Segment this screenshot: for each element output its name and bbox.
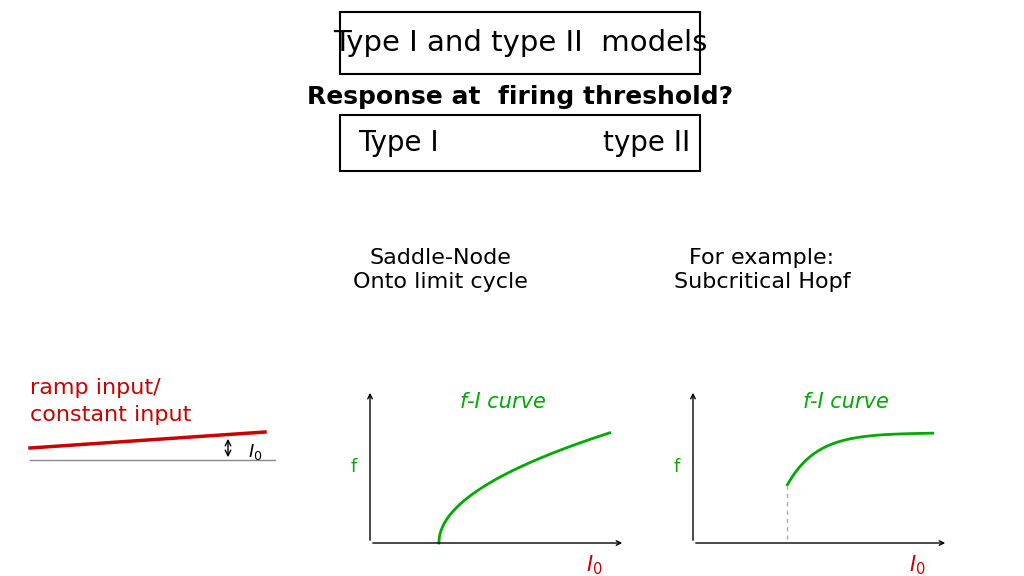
Text: f-I curve: f-I curve — [803, 392, 889, 412]
FancyBboxPatch shape — [340, 12, 700, 74]
Text: f: f — [351, 457, 357, 476]
FancyBboxPatch shape — [340, 115, 700, 171]
Text: Type I and type II  models: Type I and type II models — [333, 29, 708, 57]
Text: Response at  firing threshold?: Response at firing threshold? — [307, 85, 733, 109]
Text: Subcritical Hopf: Subcritical Hopf — [674, 272, 850, 292]
Text: constant input: constant input — [30, 405, 191, 425]
Text: $I_0$: $I_0$ — [248, 442, 262, 462]
Text: ramp input/: ramp input/ — [30, 378, 161, 398]
Text: type II: type II — [603, 129, 690, 157]
Text: For example:: For example: — [689, 248, 835, 268]
Text: Saddle-Node: Saddle-Node — [369, 248, 511, 268]
Text: $I_0$: $I_0$ — [909, 553, 926, 576]
Text: Type I: Type I — [358, 129, 438, 157]
Text: f-I curve: f-I curve — [460, 392, 546, 412]
Text: Onto limit cycle: Onto limit cycle — [352, 272, 527, 292]
Text: f: f — [674, 457, 680, 476]
Text: $I_0$: $I_0$ — [586, 553, 603, 576]
